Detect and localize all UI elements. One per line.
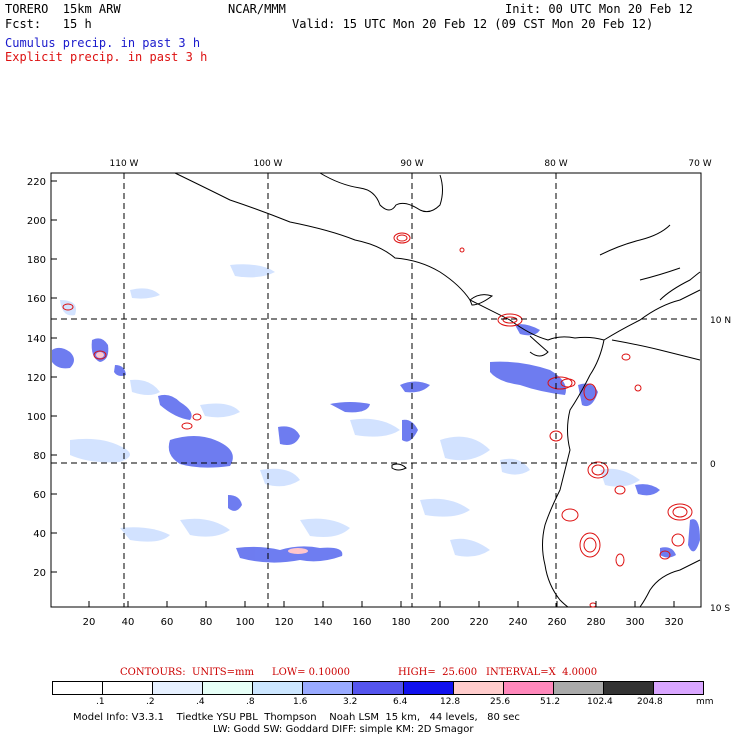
color-bar-unit: mm [696,697,714,707]
x-tick-label: 100 [235,617,254,628]
lat-label: 10 S [710,604,730,614]
explicit-precip-label: Explicit precip. in past 3 h [5,50,208,64]
color-bar-label: .8 [246,697,255,707]
organization-label: NCAR/MMM [228,2,286,16]
x-tick-label: 320 [664,617,683,628]
x-tick-label: 80 [200,617,213,628]
y-tick-label: 160 [27,294,46,305]
y-tick-label: 220 [27,177,46,188]
x-tick-label: 260 [547,617,566,628]
y-tick-label: 60 [33,490,46,501]
color-bar-swatch [103,682,154,694]
lat-label: 0 [710,460,716,470]
x-tick-label: 220 [469,617,488,628]
color-bar-swatch [403,682,454,694]
explicit-precip-contours [62,232,693,608]
init-time: Init: 00 UTC Mon 20 Feb 12 [505,2,693,16]
lat-label: 10 N [710,316,731,326]
contour-units: CONTOURS: UNITS=mm [120,667,254,678]
lon-label: 70 W [688,159,711,169]
y-tick-label: 100 [27,412,46,423]
color-bar-label: 204.8 [637,697,663,707]
coastlines [174,172,701,608]
color-bar-swatch [603,682,654,694]
color-bar-swatch [303,682,354,694]
precip-color-bar [52,681,704,695]
x-tick-label: 240 [508,617,527,628]
color-bar-swatch [553,682,604,694]
y-axis [51,180,57,573]
color-bar-swatch [203,682,254,694]
cumulus-precip-label: Cumulus precip. in past 3 h [5,36,201,50]
color-bar-label: 1.6 [293,697,308,707]
latitude-labels: 10 N 0 10 S [710,316,731,614]
color-bar-label: .2 [146,697,155,707]
x-tick-labels: 20 40 60 80 100 120 140 160 180 200 220 … [83,617,684,628]
contour-interval: INTERVAL=X 4.0000 [486,667,598,678]
forecast-hour: Fcst: 15 h [5,17,92,31]
longitude-labels: 110 W 100 W 90 W 80 W 70 W [110,159,712,169]
color-bar-label: .1 [96,697,105,707]
y-tick-label: 200 [27,216,46,227]
x-axis [88,601,675,607]
color-bar-label: 102.4 [587,697,613,707]
y-tick-label: 140 [27,334,46,345]
x-tick-label: 140 [313,617,332,628]
x-tick-label: 300 [625,617,644,628]
x-tick-label: 20 [83,617,96,628]
lon-label: 100 W [254,159,283,169]
x-tick-label: 160 [352,617,371,628]
color-bar-swatch [453,682,504,694]
color-bar-label: 3.2 [343,697,358,707]
color-bar-swatch [503,682,554,694]
lon-label: 110 W [110,159,139,169]
graticule [51,173,701,607]
color-bar-swatch [653,682,704,694]
model-info-line2: LW: Godd SW: Goddard DIFF: simple KM: 2D… [213,724,474,735]
light-precip-areas [60,264,640,557]
y-tick-label: 180 [27,255,46,266]
model-info-line1: Model Info: V3.3.1 Tiedtke YSU PBL Thomp… [73,712,520,723]
color-bar-swatch [53,682,104,694]
x-tick-label: 200 [430,617,449,628]
y-tick-label: 40 [33,529,46,540]
x-tick-label: 40 [122,617,135,628]
valid-time: Valid: 15 UTC Mon 20 Feb 12 (09 CST Mon … [292,17,654,31]
color-bar-swatch [253,682,304,694]
lon-label: 90 W [400,159,423,169]
x-tick-label: 180 [391,617,410,628]
color-bar-label: 25.6 [490,697,511,707]
color-bar-label: .4 [196,697,205,707]
intense-precip-cores [96,352,308,554]
model-title: TORERO 15km ARW [5,2,121,16]
x-tick-label: 280 [586,617,605,628]
lon-label: 80 W [544,159,567,169]
color-bar-label: 51.2 [540,697,561,707]
color-bar-swatch [153,682,204,694]
y-tick-label: 20 [33,568,46,579]
map-frame [50,172,702,608]
y-tick-labels: 220 200 180 160 140 120 100 80 60 40 20 [27,177,46,579]
x-tick-label: 60 [161,617,174,628]
color-bar-swatch [353,682,404,694]
contour-high: HIGH= 25.600 [398,667,478,678]
x-tick-label: 120 [274,617,293,628]
y-tick-label: 120 [27,373,46,384]
y-tick-label: 80 [33,451,46,462]
contour-low: LOW= 0.10000 [272,667,351,678]
cumulus-precip-areas [52,324,700,563]
color-bar-label: 12.8 [440,697,461,707]
color-bar-label: 6.4 [393,697,408,707]
